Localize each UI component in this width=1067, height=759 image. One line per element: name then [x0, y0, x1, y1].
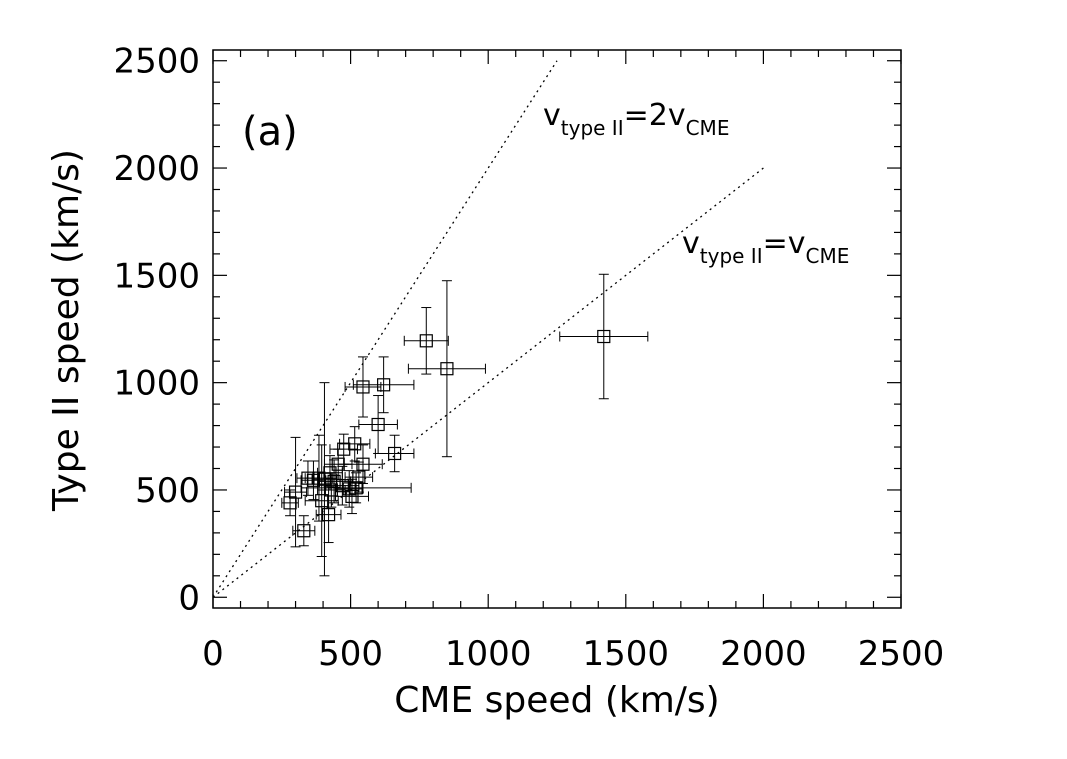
reference-line-2x	[212, 60, 558, 598]
data-point	[352, 356, 415, 414]
data-point	[358, 395, 398, 454]
square-marker	[419, 334, 433, 348]
reference-lines	[212, 60, 764, 598]
ref-line-1x-v: v	[682, 226, 700, 261]
data-point	[407, 280, 486, 458]
square-marker	[440, 362, 454, 376]
data-point	[304, 444, 339, 557]
data-point	[323, 448, 353, 480]
ref-line-2x-sub2: CME	[686, 116, 730, 140]
data-point	[284, 436, 308, 548]
ref-line-2x-v: v	[543, 98, 561, 133]
square-marker	[356, 457, 370, 471]
y-tick-label: 500	[135, 471, 200, 511]
data-point	[292, 515, 316, 547]
square-marker	[342, 482, 356, 496]
square-marker	[315, 494, 329, 508]
square-marker	[283, 496, 297, 510]
axes: 0 500 1000 1500 2000 2500 0 500 1000 1500 2000 2500	[113, 42, 944, 674]
data-point	[317, 472, 346, 508]
y-tick-label: 2500	[113, 42, 200, 82]
square-marker	[331, 457, 345, 471]
y-tick-label: 1500	[113, 256, 200, 296]
x-tick-label: 1500	[583, 634, 670, 674]
ref-line-1x-eq: =v	[763, 226, 806, 261]
square-marker	[356, 380, 370, 394]
ref-line-2x-eq: =2v	[624, 98, 686, 133]
y-tick-label: 1000	[113, 364, 200, 404]
y-tick-label: 2000	[113, 149, 200, 189]
square-marker	[349, 481, 363, 495]
data-point	[374, 434, 415, 473]
ref-line-2x-sub1: type II	[561, 116, 624, 140]
ref-line-2x-label: vtype II=2vCME	[543, 98, 729, 140]
x-tick-label: 2500	[858, 634, 945, 674]
data-point	[344, 356, 382, 418]
data-point	[296, 460, 320, 496]
ref-line-1x-label: vtype II=vCME	[682, 226, 849, 268]
square-marker	[388, 446, 402, 461]
data-point	[403, 307, 449, 375]
panel-label: (a)	[242, 109, 298, 155]
square-marker	[597, 329, 611, 344]
ref-line-1x-sub2: CME	[806, 244, 850, 268]
data-point	[325, 465, 360, 506]
square-marker	[348, 437, 362, 451]
x-tick-label: 0	[202, 634, 224, 674]
square-marker	[324, 483, 338, 497]
data-points	[281, 273, 649, 577]
x-tick-label: 500	[318, 634, 383, 674]
square-marker	[371, 417, 385, 432]
data-point	[281, 489, 299, 517]
reference-line-1x	[212, 167, 764, 598]
ref-line-1x-sub1: type II	[700, 244, 763, 268]
plot-frame	[212, 49, 902, 609]
data-point	[300, 472, 412, 504]
data-point	[344, 461, 374, 493]
square-marker	[377, 378, 391, 392]
x-tick-label: 1000	[445, 634, 532, 674]
square-marker	[352, 470, 366, 484]
square-marker	[297, 524, 311, 538]
square-marker	[335, 479, 349, 493]
y-tick-label: 0	[178, 578, 200, 618]
data-point	[339, 426, 371, 462]
x-tick-label: 2000	[720, 634, 807, 674]
data-point	[559, 273, 649, 400]
x-axis-label: CME speed (km/s)	[394, 680, 719, 721]
y-axis-label: Type II speed (km/s)	[46, 149, 87, 512]
square-marker	[301, 471, 315, 485]
square-marker	[321, 508, 336, 522]
